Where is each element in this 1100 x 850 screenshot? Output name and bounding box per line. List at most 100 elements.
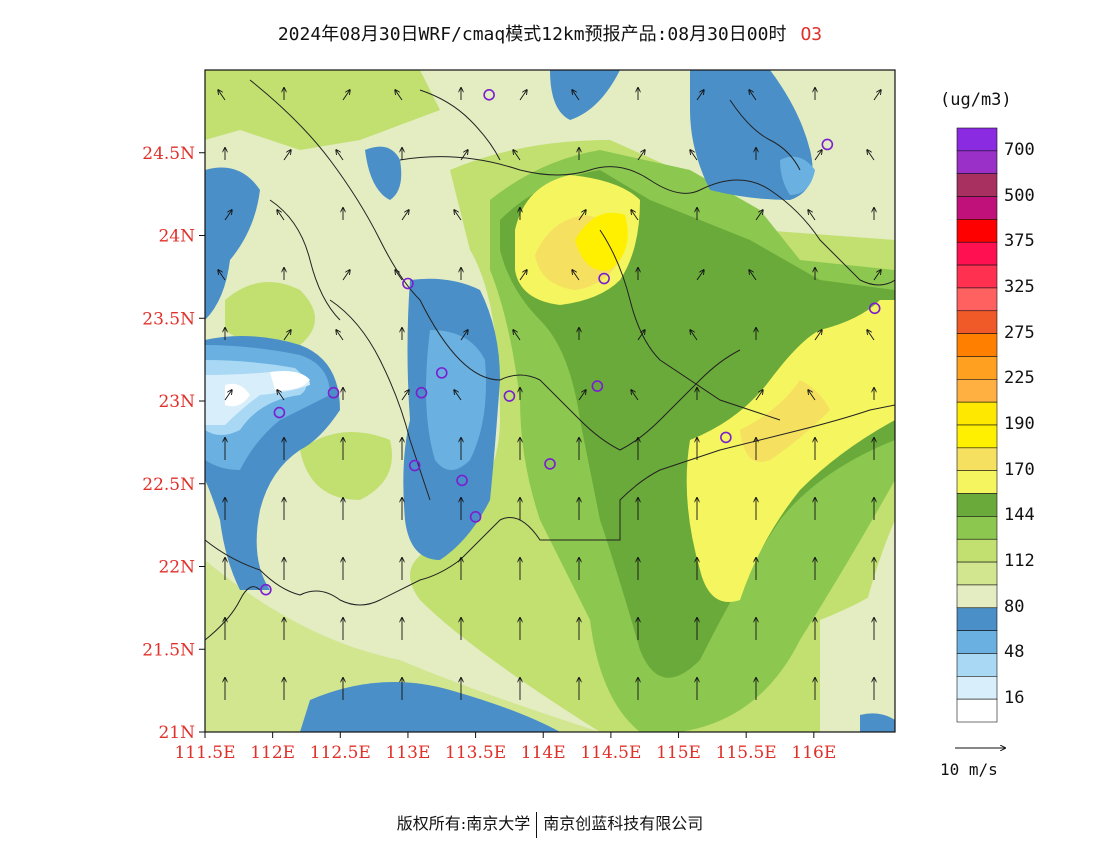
wind-arrow: [631, 210, 639, 221]
legend-swatch: [956, 516, 998, 540]
legend-label: 144: [1004, 505, 1035, 526]
wind-arrow: [395, 270, 403, 281]
wind-arrow: [283, 330, 291, 341]
city-marker: [260, 583, 272, 596]
wind-arrow: [690, 330, 698, 341]
species-label: O3: [800, 24, 823, 45]
wind-arrow: [401, 390, 409, 401]
lon-tick-label: 114.5E: [580, 743, 641, 763]
wind-arrow: [460, 330, 468, 341]
concentration-field: [205, 70, 895, 732]
wind-arrow: [342, 90, 350, 101]
wind-arrow: [637, 330, 645, 341]
wind-arrow: [519, 270, 527, 281]
legend-swatch: [956, 264, 998, 289]
wind-arrow: [513, 150, 521, 161]
legend-swatch: [956, 698, 998, 723]
lon-tick-label: 115.5E: [716, 743, 777, 763]
legend-colorbar: [956, 127, 998, 723]
wind-arrow: [690, 150, 698, 161]
legend-label: 225: [1004, 368, 1035, 389]
city-marker: [821, 138, 834, 151]
legend-swatch: [956, 333, 998, 357]
city-marker: [327, 386, 340, 399]
wind-arrow: [873, 270, 881, 281]
wind-reference-label: 10 m/s: [940, 760, 998, 779]
wind-arrow: [224, 390, 232, 401]
wind-arrow: [578, 390, 586, 401]
legend-swatch: [956, 379, 998, 403]
legend-swatch: [956, 127, 998, 152]
wind-arrow: [814, 150, 822, 161]
wind-arrow: [460, 150, 468, 161]
lat-tick-label: 22N: [158, 558, 195, 578]
legend-swatch: [956, 607, 998, 631]
lon-tick-label: 111.5E: [174, 743, 235, 763]
wind-arrow: [454, 210, 462, 221]
lat-tick-label: 24N: [158, 227, 195, 247]
wind-arrow: [336, 150, 344, 161]
city-marker: [483, 89, 495, 101]
lon-tick-label: 113.5E: [445, 743, 506, 763]
wind-arrow: [696, 90, 704, 101]
lat-tick-label: 21.5N: [142, 640, 195, 660]
chart-title: 2024年08月30日WRF/cmaq模式12km预报产品:08月30日00时 O…: [0, 20, 1100, 46]
legend-label: 190: [1004, 414, 1035, 434]
city-marker: [544, 458, 556, 470]
legend-swatch: [956, 241, 998, 266]
wind-arrow: [637, 150, 645, 161]
city-marker: [456, 474, 468, 487]
legend-swatch: [956, 287, 998, 312]
wind-arrow: [395, 90, 403, 101]
wind-arrow: [814, 330, 822, 341]
wind-arrow: [283, 150, 291, 161]
wind-arrow: [867, 330, 875, 341]
wind-arrow: [755, 390, 763, 401]
legend-swatch: [956, 676, 998, 700]
city-marker: [408, 459, 421, 472]
legend-label: 112: [1004, 551, 1035, 572]
wind-arrow: [218, 90, 226, 101]
legend-swatch: [956, 424, 998, 449]
legend-label: 700: [1004, 139, 1035, 160]
wind-arrow: [873, 90, 881, 101]
footer: 版权所有:南京大学 南京创蓝科技有限公司: [0, 810, 1100, 838]
wind-arrow: [867, 150, 875, 161]
legend-swatch: [956, 561, 998, 586]
wind-arrow: [277, 210, 285, 221]
city-marker: [273, 406, 286, 419]
wind-arrow: [631, 390, 639, 401]
org-nju: 南京大学: [466, 814, 531, 833]
wind-arrow: [336, 330, 344, 341]
legend-swatch: [956, 653, 998, 677]
legend-swatch: [956, 310, 998, 334]
legend-swatch: [956, 584, 998, 609]
legend-swatch: [956, 401, 998, 426]
lon-tick-label: 115E: [656, 743, 701, 763]
legend-swatch: [956, 150, 998, 174]
wind-arrow: [519, 90, 527, 101]
legend-label: 275: [1004, 322, 1035, 343]
legend-swatch: [956, 196, 998, 220]
title-text: 2024年08月30日WRF/cmaq模式12km预报产品:08月30日00时: [277, 24, 787, 45]
wind-arrow: [342, 270, 350, 281]
legend-label: 375: [1004, 231, 1035, 252]
lat-tick-label: 22.5N: [142, 475, 195, 495]
city-marker: [402, 277, 414, 290]
legend-swatch: [956, 538, 998, 563]
lon-tick-label: 112E: [250, 743, 295, 763]
org-chuanglan: 南京创蓝科技有限公司: [543, 814, 704, 833]
footer-separator: [536, 811, 538, 838]
legend-swatch: [956, 447, 998, 471]
legend-swatch: [956, 493, 998, 517]
wind-arrow: [578, 210, 586, 221]
lon-tick-label: 112.5E: [310, 743, 371, 763]
legend-unit: (ug/m3): [940, 90, 1012, 110]
wind-arrow: [454, 390, 462, 401]
copyright-prefix: 版权所有:: [396, 814, 467, 833]
city-marker: [415, 386, 428, 399]
lat-tick-label: 23.5N: [142, 309, 195, 329]
city-marker: [720, 431, 732, 444]
